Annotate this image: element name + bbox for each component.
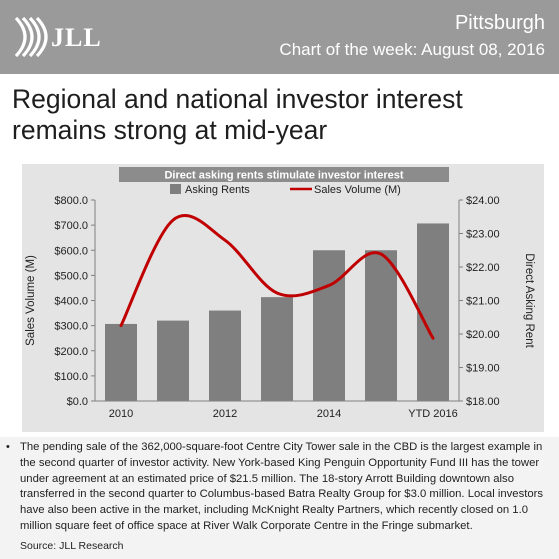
legend-swatch-asking-rents [170, 184, 181, 194]
x-axis-tick-label: 2014 [317, 408, 341, 420]
left-axis-tick-label: $300.0 [54, 321, 88, 333]
bar-asking-rents [209, 310, 241, 401]
bullet-marker: • [6, 441, 10, 453]
page-title: Regional and national investor interest … [12, 84, 463, 145]
left-axis-tick-label: $500.0 [54, 270, 88, 282]
right-axis-tick-label: $19.00 [466, 363, 500, 375]
bar-asking-rents [105, 323, 137, 401]
legend-label-sales-volume: Sales Volume (M) [314, 184, 401, 196]
left-axis-title: Sales Volume (M) [25, 255, 37, 346]
footnote-panel: • The pending sale of the 362,000-square… [0, 437, 559, 559]
chart-of-week-date: Chart of the week: August 08, 2016 [279, 40, 545, 59]
left-axis-tick-label: $100.0 [54, 371, 88, 383]
left-axis-tick-label: $0.0 [67, 396, 88, 408]
x-axis-tick-label: YTD 2016 [408, 408, 458, 420]
bar-asking-rents [313, 250, 345, 401]
bar-asking-rents [261, 297, 293, 401]
right-axis-tick-label: $24.00 [466, 195, 500, 207]
bar-asking-rents [417, 223, 449, 401]
x-axis-tick-label: 2012 [213, 408, 237, 420]
header-banner: JLL Pittsburgh Chart of the week: August… [0, 0, 559, 74]
footnote-text: The pending sale of the 362,000-square-f… [20, 441, 544, 532]
right-axis-title: Direct Asking Rent [523, 253, 535, 348]
city-name: Pittsburgh [454, 12, 545, 34]
left-axis-tick-label: $800.0 [54, 195, 88, 207]
chart-title: Direct asking rents stimulate investor i… [164, 170, 403, 182]
chart-title-bar [119, 167, 449, 182]
logo-text: JLL [51, 23, 102, 52]
right-axis-tick-label: $22.00 [466, 262, 500, 274]
combo-chart: Direct asking rents stimulate investor i… [25, 167, 535, 420]
left-axis-tick-label: $600.0 [54, 245, 88, 257]
left-axis-tick-label: $400.0 [54, 296, 88, 308]
source-text: Source: JLL Research [20, 540, 124, 552]
left-axis-tick-label: $200.0 [54, 346, 88, 358]
legend-label-asking-rents: Asking Rents [185, 184, 250, 196]
right-axis-tick-label: $20.00 [466, 329, 500, 341]
right-axis-tick-label: $21.00 [466, 296, 500, 308]
x-axis-tick-label: 2010 [109, 408, 133, 420]
jll-logo-icon [14, 16, 48, 58]
bar-asking-rents [157, 320, 189, 401]
chart-panel: Direct asking rents stimulate investor i… [22, 164, 544, 432]
right-axis-tick-label: $18.00 [466, 396, 500, 408]
bar-asking-rents [365, 250, 397, 401]
right-axis-tick-label: $23.00 [466, 229, 500, 241]
left-axis-tick-label: $700.0 [54, 220, 88, 232]
